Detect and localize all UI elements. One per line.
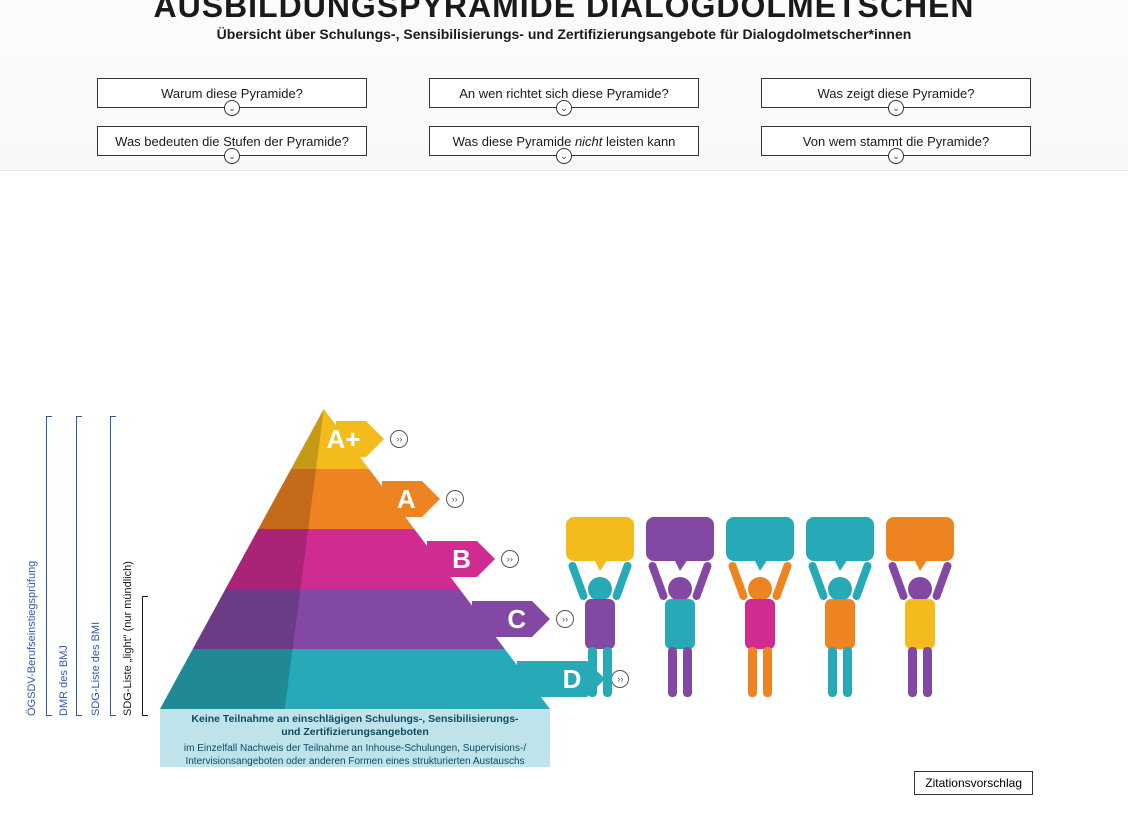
accordion-panel-label: An wen richtet sich diese Pyramide? [459, 86, 669, 101]
accordion-panel-0[interactable]: Warum diese Pyramide?⌄ [97, 78, 367, 108]
pyramid-layer-label: B [427, 541, 477, 577]
bracket-2 [110, 416, 116, 716]
accordion-panel-1[interactable]: An wen richtet sich diese Pyramide?⌄ [429, 78, 699, 108]
chevron-down-icon: ⌄ [556, 148, 572, 164]
chevron-down-icon: ⌄ [224, 100, 240, 116]
page-title: AUSBILDUNGSPYRAMIDE DIALOGDOLMETSCHEN [0, 0, 1128, 22]
expand-icon[interactable]: ›› [501, 550, 519, 568]
pyramid-layer-D[interactable]: D›› [160, 649, 550, 709]
vertical-label-0: ÖGSDV-Berufseinstiegsprüfung [26, 561, 38, 716]
page-subtitle: Übersicht über Schulungs-, Sensibilisier… [0, 26, 1128, 42]
citation-button[interactable]: Zitationsvorschlag [914, 771, 1033, 795]
people-illustration [560, 511, 960, 721]
vertical-label-3: SDG-Liste „light" (nur mündlich) [122, 561, 134, 716]
diagram-area: ÖGSDV-Berufseinstiegsprüfung DMR des BMJ S… [0, 171, 1128, 801]
pyramid-layer-A+[interactable]: A+ ›› [160, 409, 550, 469]
accordion-panel-label: Was diese Pyramide nicht leisten kann [453, 134, 676, 149]
accordion-grid: Warum diese Pyramide?⌄An wen richtet sic… [0, 78, 1128, 156]
pyramid: A+ ›› A ›› B ›› C››D››Keine Teilnahme an einsc… [160, 409, 550, 769]
pyramid-layer-label: A+ [336, 421, 366, 457]
pyramid-layer-label: A [382, 481, 422, 517]
bracket-3 [142, 596, 148, 716]
accordion-panel-label: Was bedeuten die Stufen der Pyramide? [115, 134, 349, 149]
pyramid-layer-label: C [472, 601, 532, 637]
chevron-down-icon: ⌄ [888, 148, 904, 164]
accordion-panel-4[interactable]: Was diese Pyramide nicht leisten kann⌄ [429, 126, 699, 156]
vertical-label-1: DMR des BMJ [58, 645, 70, 716]
bracket-0 [46, 416, 52, 716]
accordion-panel-label: Von wem stammt die Pyramide? [803, 134, 989, 149]
header-section: AUSBILDUNGSPYRAMIDE DIALOGDOLMETSCHEN Üb… [0, 0, 1128, 171]
chevron-down-icon: ⌄ [556, 100, 572, 116]
pyramid-base-box: Keine Teilnahme an einschlägigen Schulun… [160, 709, 550, 767]
accordion-panel-5[interactable]: Von wem stammt die Pyramide?⌄ [761, 126, 1031, 156]
chevron-down-icon: ⌄ [224, 148, 240, 164]
accordion-panel-label: Was zeigt diese Pyramide? [817, 86, 974, 101]
pyramid-layer-A[interactable]: A ›› [160, 469, 550, 529]
vertical-label-2: SDG-Liste des BMI [90, 622, 102, 716]
expand-icon[interactable]: ›› [446, 490, 464, 508]
accordion-panel-2[interactable]: Was zeigt diese Pyramide?⌄ [761, 78, 1031, 108]
accordion-panel-3[interactable]: Was bedeuten die Stufen der Pyramide?⌄ [97, 126, 367, 156]
pyramid-layer-C[interactable]: C›› [160, 589, 550, 649]
accordion-panel-label: Warum diese Pyramide? [161, 86, 303, 101]
chevron-down-icon: ⌄ [888, 100, 904, 116]
expand-icon[interactable]: ›› [390, 430, 408, 448]
pyramid-layer-B[interactable]: B ›› [160, 529, 550, 589]
people-svg [560, 511, 960, 721]
bracket-1 [76, 416, 82, 716]
